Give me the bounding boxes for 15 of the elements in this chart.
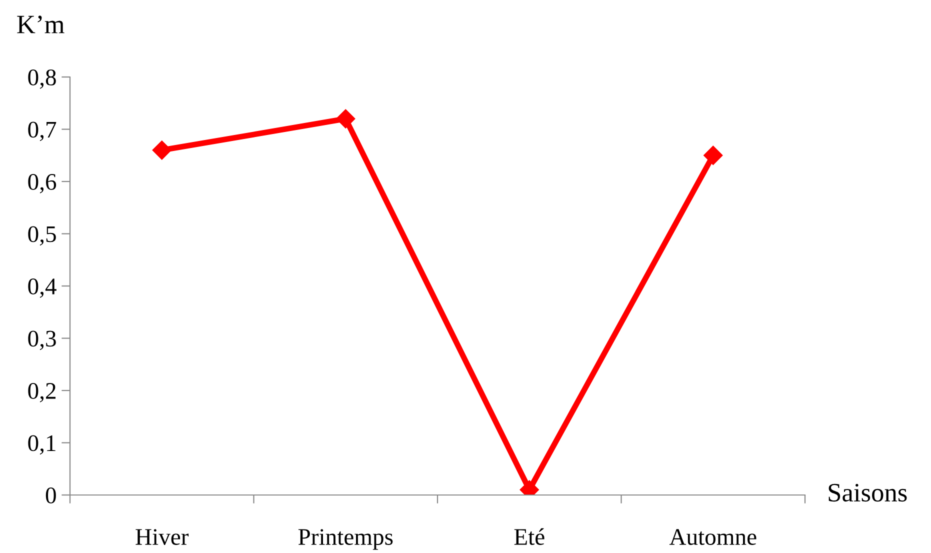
y-tick-label: 0,2 (28, 382, 56, 402)
y-tick-label: 0,5 (28, 226, 56, 246)
y-tick-label: 0,6 (28, 174, 56, 194)
x-tick-label: Hiver (136, 529, 189, 545)
x-tick-label: Automne (669, 529, 756, 545)
x-tick-label: Printemps (298, 529, 393, 550)
y-tick-label: 0,3 (28, 330, 56, 350)
y-tick-label: 0,1 (28, 435, 56, 455)
y-tick-label: 0,8 (28, 69, 56, 89)
y-tick-label: 0,7 (28, 122, 56, 142)
y-tick-label: 0,4 (28, 278, 56, 298)
x-axis-title: Saisons (828, 484, 907, 502)
y-tick-label: 0 (46, 487, 56, 504)
x-tick-label: Eté (514, 528, 544, 545)
y-axis-title: K’m (17, 16, 64, 34)
